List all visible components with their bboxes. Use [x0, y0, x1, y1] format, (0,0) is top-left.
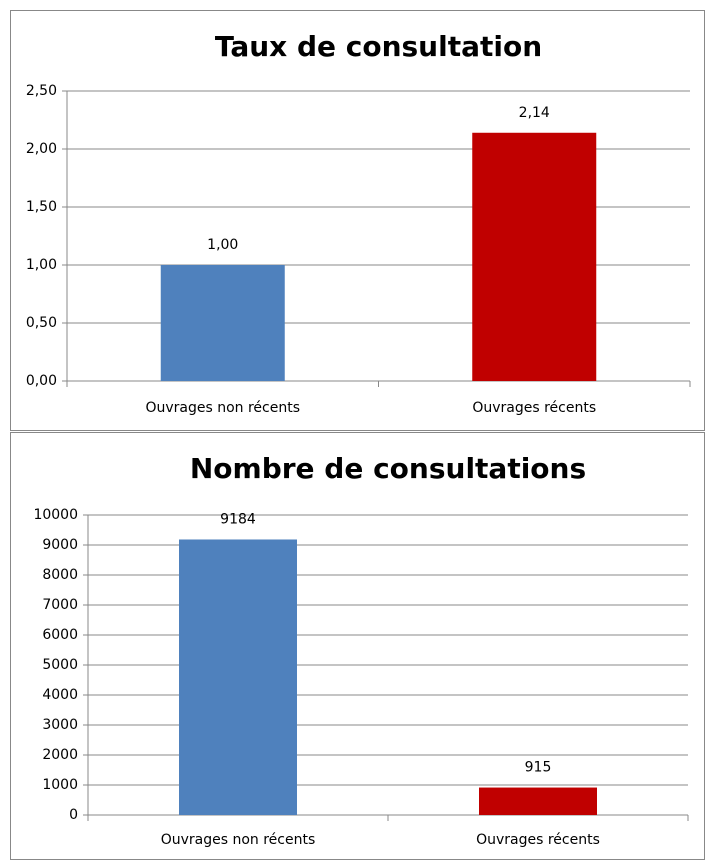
y-tick-label: 4000 — [42, 687, 78, 703]
y-tick-label: 7000 — [42, 597, 78, 613]
y-tick-label: 1,50 — [26, 199, 57, 215]
bar — [472, 132, 597, 381]
chart-frame — [10, 10, 705, 431]
x-tick-label: Ouvrages non récents — [161, 832, 316, 848]
y-tick-label: 1000 — [42, 777, 78, 793]
y-tick-label: 2,50 — [26, 83, 57, 99]
bar — [179, 539, 297, 815]
y-tick-label: 6000 — [42, 627, 78, 643]
data-label: 915 — [525, 760, 552, 776]
y-tick-label: 0,50 — [26, 315, 57, 331]
y-tick-label: 2,00 — [26, 141, 57, 157]
x-tick-label: Ouvrages récents — [472, 400, 596, 416]
y-tick-label: 1,00 — [26, 257, 57, 273]
y-tick-label: 0,00 — [26, 373, 57, 389]
y-tick-label: 5000 — [42, 657, 78, 673]
y-tick-label: 9000 — [42, 537, 78, 553]
chart-frame — [10, 432, 705, 860]
data-label: 2,14 — [519, 105, 550, 121]
y-tick-label: 10000 — [33, 507, 78, 523]
x-tick-label: Ouvrages non récents — [145, 400, 300, 416]
bar — [479, 787, 597, 815]
y-tick-label: 3000 — [42, 717, 78, 733]
x-tick-label: Ouvrages récents — [476, 832, 600, 848]
data-label: 9184 — [220, 511, 256, 527]
chart-title: Nombre de consultations — [190, 452, 586, 485]
data-label: 1,00 — [207, 237, 238, 253]
y-tick-label: 0 — [69, 807, 78, 823]
y-tick-label: 8000 — [42, 567, 78, 583]
y-tick-label: 2000 — [42, 747, 78, 763]
chart-title: Taux de consultation — [215, 30, 542, 63]
bar — [160, 265, 285, 381]
